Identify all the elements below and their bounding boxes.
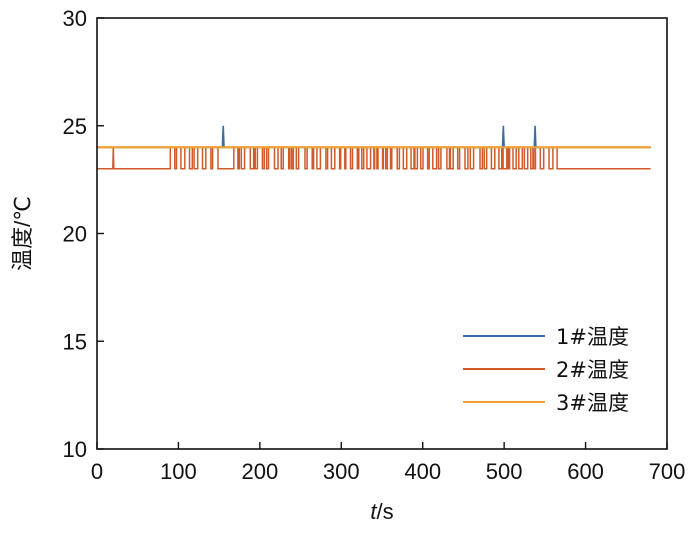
x-tick-label: 700 <box>649 459 686 484</box>
legend-label-3: 3#温度 <box>556 391 629 415</box>
y-tick-label: 15 <box>63 329 87 354</box>
ticks-layer <box>96 17 668 450</box>
labels-layer: 0 100 200 300 400 500 600 700 10 15 20 25 30 <box>63 6 686 484</box>
legend-label-2: 2#温度 <box>556 358 629 382</box>
plot-frame <box>96 17 668 450</box>
y-axis-label: 温度/℃ <box>10 196 35 271</box>
x-tick-label: 0 <box>91 459 103 484</box>
x-tick-label: 200 <box>241 459 278 484</box>
legend: 1#温度 2#温度 3#温度 <box>463 325 629 415</box>
y-tick-label: 10 <box>63 437 87 462</box>
y-tick-label: 25 <box>63 114 87 139</box>
x-tick-label: 400 <box>404 459 441 484</box>
x-tick-label: 300 <box>323 459 360 484</box>
x-axis-label: t/s <box>370 499 393 524</box>
legend-label-1: 1#温度 <box>556 325 629 349</box>
series-1-line <box>97 125 651 149</box>
x-tick-label: 500 <box>486 459 523 484</box>
series-2-line <box>97 146 651 170</box>
y-tick-label: 30 <box>63 6 87 31</box>
x-tick-label: 600 <box>567 459 604 484</box>
y-tick-label: 20 <box>63 222 87 247</box>
series-layer <box>97 125 651 170</box>
x-axis-label-italic: t <box>370 499 377 524</box>
x-tick-label: 100 <box>160 459 197 484</box>
x-axis-label-unit: /s <box>377 499 394 524</box>
